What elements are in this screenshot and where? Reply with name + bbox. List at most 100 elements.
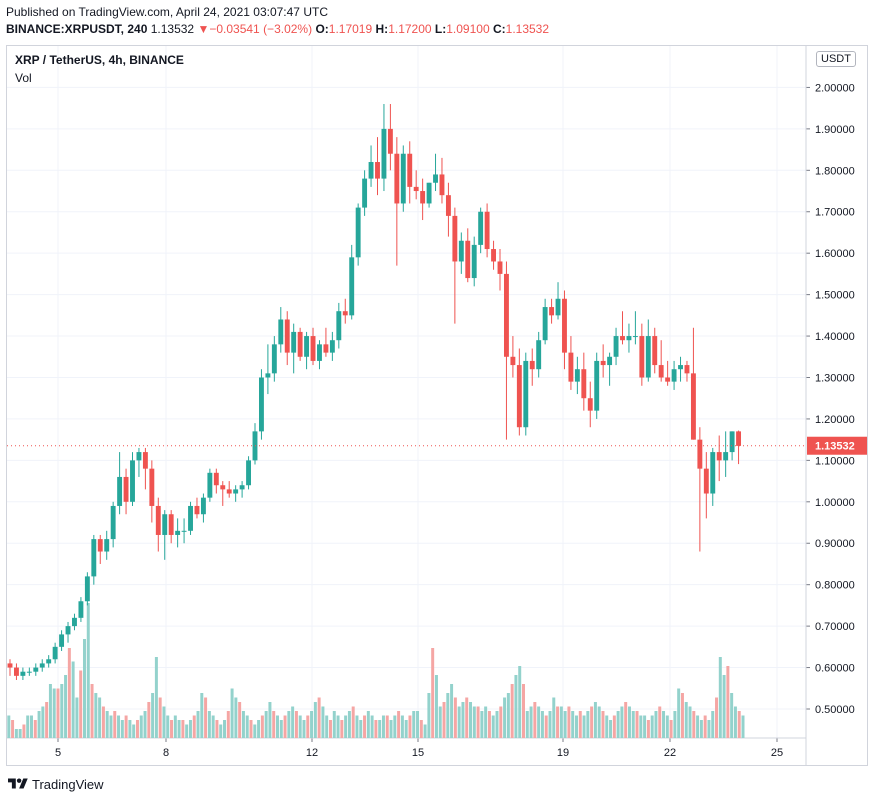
- volume-bar: [287, 711, 291, 738]
- volume-bar: [457, 706, 461, 738]
- volume-bar: [117, 715, 121, 738]
- candle-body: [613, 336, 619, 357]
- volume-bar: [135, 720, 139, 738]
- candle: [645, 319, 651, 382]
- volume-bar: [650, 715, 654, 738]
- candle: [291, 323, 297, 374]
- candle-body: [420, 191, 426, 204]
- volume-bar: [86, 603, 90, 738]
- volume-bar: [609, 720, 613, 738]
- y-tick-label: 1.90000: [815, 124, 855, 136]
- volume-bar: [204, 697, 208, 738]
- candle-body: [271, 344, 277, 374]
- candle-body: [736, 431, 742, 446]
- volume-bar: [234, 697, 238, 738]
- candle-body: [355, 207, 361, 258]
- candle: [258, 369, 264, 440]
- volume-bar: [544, 715, 548, 738]
- volume-bar: [109, 715, 113, 738]
- volume-bar: [185, 724, 189, 738]
- volume-bar: [98, 697, 102, 738]
- candle: [233, 485, 239, 502]
- volume-bar: [733, 706, 737, 738]
- candle-body: [226, 489, 232, 494]
- candle-body: [258, 377, 264, 432]
- candle: [278, 307, 284, 353]
- candle-body: [574, 369, 580, 382]
- volume-bar: [518, 666, 522, 738]
- candle: [72, 613, 77, 631]
- candle-body: [123, 476, 129, 502]
- candle: [355, 203, 361, 266]
- volume-bar: [503, 697, 507, 738]
- candle: [665, 360, 671, 386]
- volume-bar: [120, 720, 124, 738]
- volume-bar: [662, 711, 666, 738]
- volume-bar: [45, 702, 49, 738]
- candle: [620, 311, 625, 345]
- candle-body: [510, 356, 516, 366]
- candle-body: [407, 153, 413, 187]
- candle: [516, 348, 522, 436]
- candle-body: [678, 365, 683, 370]
- volume-bar: [60, 684, 64, 738]
- candle: [46, 655, 52, 668]
- volume-bar: [612, 715, 616, 738]
- volume-bar: [143, 711, 147, 738]
- candle: [168, 510, 174, 544]
- candle-body: [142, 452, 148, 469]
- volume-bar: [264, 711, 268, 738]
- volume-bar: [158, 697, 162, 738]
- candle: [562, 290, 567, 370]
- volume-bar: [393, 715, 397, 738]
- candle-body: [336, 311, 342, 341]
- volume-bar: [590, 706, 594, 738]
- x-axis: 5 8 12 15 19 22 25: [55, 738, 783, 759]
- y-tick-label: 1.10000: [815, 455, 855, 467]
- grid-lines: [7, 46, 806, 738]
- last-price: 1.13532: [150, 22, 195, 36]
- volume-bar: [711, 711, 715, 738]
- candle: [613, 327, 619, 366]
- volume-bar: [552, 697, 556, 738]
- volume-bar: [359, 720, 363, 738]
- candle: [491, 240, 497, 270]
- volume-bar: [26, 715, 30, 738]
- y-axis: 0.50000 0.60000 0.70000 0.80000 0.90000 1.000…: [806, 82, 855, 716]
- volume-bar: [366, 711, 370, 738]
- candle-body: [310, 336, 316, 361]
- candle: [104, 530, 110, 560]
- candle: [632, 311, 638, 345]
- volume-bar: [491, 715, 495, 738]
- candle: [7, 659, 13, 676]
- volume-bar: [434, 675, 438, 738]
- volume-bar: [351, 706, 355, 738]
- volume-bar: [696, 715, 700, 738]
- candle-body: [323, 344, 329, 353]
- volume-bar: [249, 720, 253, 738]
- currency-button[interactable]: USDT: [816, 51, 856, 67]
- volume-bar: [321, 706, 325, 738]
- tradingview-logo[interactable]: TradingView: [8, 776, 104, 792]
- volume-bar: [654, 711, 658, 738]
- candle: [581, 352, 587, 411]
- volume-bar: [419, 720, 423, 738]
- candle: [710, 447, 716, 506]
- volume-bar: [416, 711, 420, 738]
- candle-body: [317, 344, 322, 361]
- volume-bar: [344, 715, 348, 738]
- candle-body: [52, 646, 58, 660]
- volume-bar: [7, 715, 11, 738]
- candle: [149, 460, 155, 523]
- y-tick-label: 0.60000: [815, 663, 855, 675]
- volume-bar: [52, 688, 56, 738]
- volume-bar: [325, 715, 329, 738]
- candle-body: [39, 663, 45, 668]
- volume-bar: [442, 702, 446, 738]
- volume-bar: [381, 715, 385, 738]
- volume-bar: [332, 711, 336, 738]
- volume-bar: [605, 715, 609, 738]
- candle: [368, 145, 374, 187]
- candle-body: [78, 601, 84, 618]
